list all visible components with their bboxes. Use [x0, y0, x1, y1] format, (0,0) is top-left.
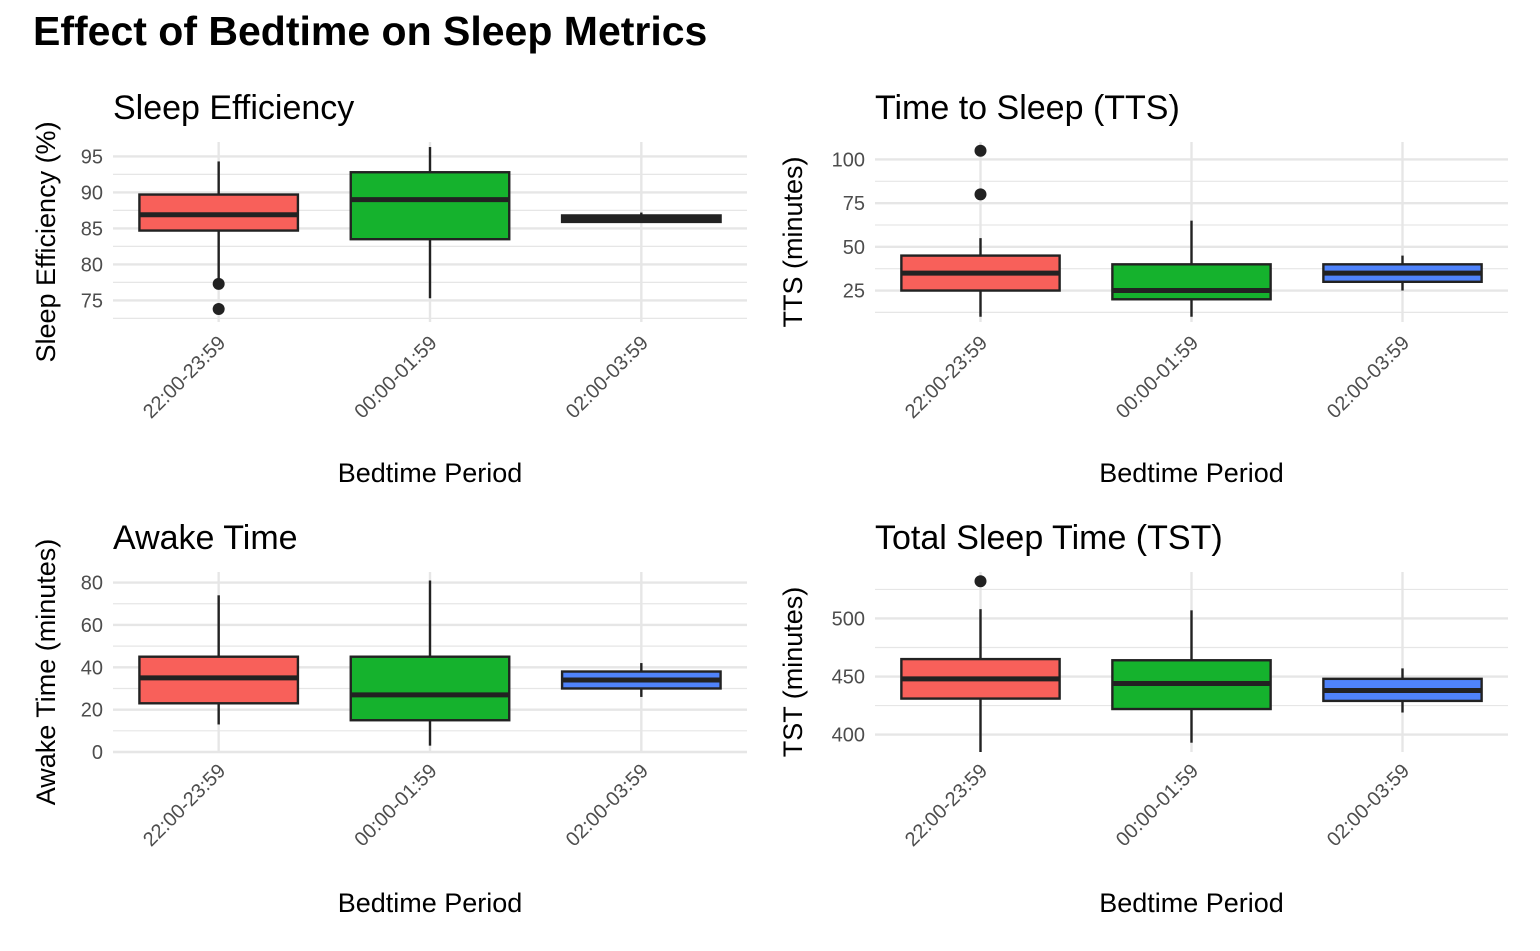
outlier-point	[212, 277, 225, 290]
panel-time-to-sleep-tts: 25 50 75 100 22:00-23:59 00:00-01:59 02:00-03:…	[778, 89, 1508, 488]
y-tick-label: 450	[832, 667, 865, 689]
y-tick-label: 500	[832, 608, 865, 630]
outlier-point	[974, 188, 987, 201]
y-tick-label: 90	[81, 182, 103, 204]
y-tick-label: 85	[81, 218, 103, 240]
box-00:00-01:59	[349, 580, 511, 746]
x-tick-label: 22:00-23:59	[901, 332, 992, 423]
box-02:00-03:59	[560, 212, 722, 224]
box-02:00-03:59	[1322, 668, 1483, 713]
x-axis-label: Bedtime Period	[1099, 888, 1284, 918]
x-tick-label: 22:00-23:59	[139, 760, 230, 851]
y-axis-label: Awake Time (minutes)	[31, 539, 61, 806]
box-02:00-03:59	[560, 663, 722, 697]
box-22:00-23:59	[138, 161, 300, 316]
y-tick-label: 75	[843, 193, 865, 215]
x-tick-label: 22:00-23:59	[901, 760, 992, 851]
x-tick-label: 02:00-03:59	[1323, 760, 1414, 851]
outlier-point	[212, 303, 225, 316]
x-axis-label: Bedtime Period	[338, 888, 523, 918]
y-tick-label: 25	[843, 281, 865, 303]
box-00:00-01:59	[1111, 220, 1272, 317]
panel-total-sleep-time-tst: 400 450 500 22:00-23:59 00:00-01:59 02:00-03:…	[778, 519, 1508, 918]
box-22:00-23:59	[138, 595, 300, 725]
y-tick-label: 0	[92, 742, 103, 764]
box-22:00-23:59	[900, 575, 1061, 752]
panel-title: Total Sleep Time (TST)	[875, 519, 1223, 557]
x-tick-label: 00:00-01:59	[350, 332, 441, 423]
x-tick-label: 00:00-01:59	[350, 760, 441, 851]
iqr-box	[1111, 263, 1272, 301]
panel-awake-time: 0 20 40 60 80 22:00-23:59 00:00-01:59 02:00-03:…	[31, 519, 747, 918]
iqr-box	[349, 171, 511, 241]
y-axis-label: TST (minutes)	[778, 587, 808, 758]
y-tick-label: 40	[81, 657, 103, 679]
box-00:00-01:59	[1111, 610, 1272, 743]
box-00:00-01:59	[349, 147, 511, 299]
panel-sleep-efficiency: 75 80 85 90 95 22:00-23:59 00:00-01:59 02:00-03…	[31, 89, 747, 488]
panel-title: Awake Time	[113, 519, 298, 557]
y-axis-label: TTS (minutes)	[778, 156, 808, 327]
y-tick-label: 400	[832, 725, 865, 747]
panel-title: Sleep Efficiency	[113, 89, 354, 127]
y-tick-label: 80	[81, 573, 103, 595]
outlier-point	[974, 575, 987, 588]
outlier-point	[974, 144, 987, 157]
panel-title: Time to Sleep (TTS)	[875, 89, 1180, 127]
x-tick-label: 02:00-03:59	[562, 760, 653, 851]
y-tick-label: 75	[81, 290, 103, 312]
box-02:00-03:59	[1322, 255, 1483, 291]
y-tick-label: 80	[81, 254, 103, 276]
y-tick-label: 60	[81, 615, 103, 637]
y-tick-label: 100	[832, 149, 865, 171]
x-tick-label: 02:00-03:59	[562, 332, 653, 423]
x-tick-label: 22:00-23:59	[139, 332, 230, 423]
box-22:00-23:59	[900, 144, 1061, 317]
iqr-box	[349, 655, 511, 722]
y-tick-label: 95	[81, 146, 103, 168]
x-tick-label: 00:00-01:59	[1112, 760, 1203, 851]
x-axis-label: Bedtime Period	[338, 458, 523, 488]
y-axis-label: Sleep Efficiency (%)	[31, 121, 61, 362]
x-tick-label: 02:00-03:59	[1323, 332, 1414, 423]
figure-title: Effect of Bedtime on Sleep Metrics	[33, 8, 708, 54]
y-tick-label: 20	[81, 700, 103, 722]
y-tick-label: 50	[843, 237, 865, 259]
x-tick-label: 00:00-01:59	[1112, 332, 1203, 423]
x-axis-label: Bedtime Period	[1099, 458, 1284, 488]
